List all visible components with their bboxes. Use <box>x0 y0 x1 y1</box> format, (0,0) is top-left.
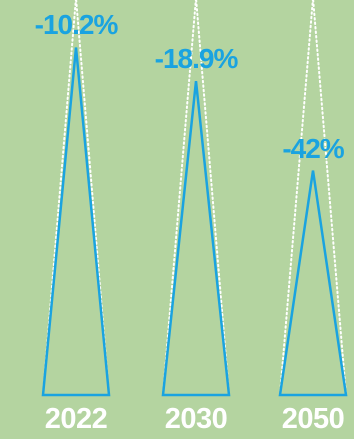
value-label-2050: -42% <box>282 132 344 164</box>
bar-triangle-2050 <box>278 170 348 397</box>
bar-triangle-2022 <box>41 47 111 397</box>
bar-triangle-2030 <box>161 81 231 397</box>
reference-triangle-2030 <box>162 0 230 396</box>
value-label-2022: -10.2% <box>34 9 119 41</box>
reference-triangle-2022 <box>42 0 110 396</box>
category-label-2022: 2022 <box>44 403 108 435</box>
category-label-2030: 2030 <box>164 403 228 435</box>
reference-triangle-2050 <box>279 0 347 396</box>
value-label-2030: -18.9% <box>154 43 239 75</box>
category-label-2050: 2050 <box>281 403 345 435</box>
